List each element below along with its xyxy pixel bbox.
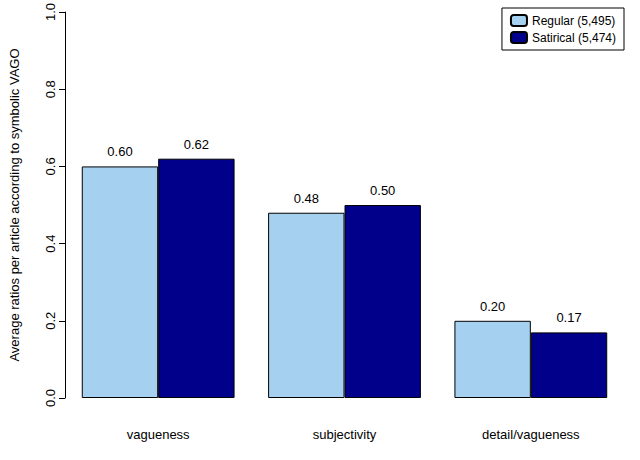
svg-text:0.50: 0.50	[370, 183, 395, 198]
svg-text:vagueness: vagueness	[127, 427, 190, 442]
svg-text:subjectivity: subjectivity	[313, 427, 377, 442]
svg-text:0.2: 0.2	[43, 312, 58, 330]
svg-text:0.0: 0.0	[43, 389, 58, 407]
svg-text:0.20: 0.20	[480, 299, 505, 314]
svg-text:0.8: 0.8	[43, 80, 58, 98]
svg-text:1.0: 1.0	[43, 3, 58, 21]
svg-text:0.62: 0.62	[184, 137, 209, 152]
svg-text:Average ratios per article acc: Average ratios per article according to …	[7, 48, 22, 361]
svg-text:0.60: 0.60	[107, 144, 132, 159]
svg-text:0.48: 0.48	[294, 191, 319, 206]
svg-text:0.4: 0.4	[43, 235, 58, 253]
svg-text:Regular (5,495): Regular (5,495)	[532, 14, 615, 28]
svg-text:Satirical (5,474): Satirical (5,474)	[532, 31, 616, 45]
svg-text:0.6: 0.6	[43, 157, 58, 175]
svg-text:0.17: 0.17	[556, 310, 581, 325]
svg-text:detail/vagueness: detail/vagueness	[482, 427, 580, 442]
